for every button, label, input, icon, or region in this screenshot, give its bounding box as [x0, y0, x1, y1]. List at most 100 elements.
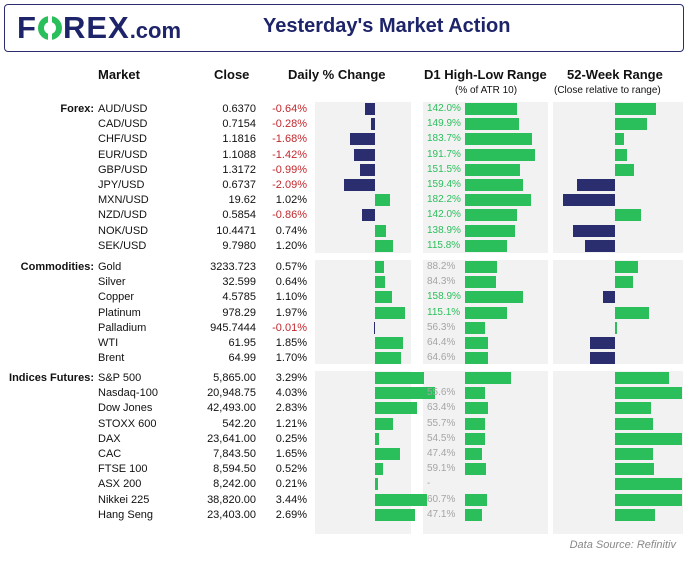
daily-change-bar	[343, 179, 375, 191]
daily-change-value: -1.68%	[272, 133, 307, 146]
logo-coin-icon	[37, 12, 62, 43]
daily-change-value: 1.85%	[275, 337, 307, 349]
daily-change-value: 0.74%	[275, 224, 307, 237]
market-name: Brent	[98, 352, 125, 365]
d1-range-value: 183.7%	[427, 133, 461, 145]
daily-change-bar	[375, 448, 400, 460]
market-name: Gold	[98, 261, 122, 273]
close-value: 945.7444	[210, 321, 256, 334]
daily-change-value: -0.86%	[272, 209, 307, 222]
daily-change-bar	[375, 261, 384, 273]
d1-range-bar	[465, 148, 535, 161]
market-name: STOXX 600	[98, 417, 157, 430]
daily-change-value: 2.83%	[275, 402, 307, 415]
daily-change-value: -0.64%	[272, 103, 307, 115]
daily-change-bar	[375, 508, 416, 521]
d1-range-bar	[465, 417, 486, 430]
daily-change-bar	[375, 478, 379, 491]
daily-change-value: 1.10%	[275, 291, 307, 304]
daily-change-value: 0.64%	[275, 276, 307, 289]
d1-range-value: 63.4%	[427, 402, 456, 414]
week52-range-bar	[615, 463, 655, 476]
close-value: 10.4471	[216, 224, 256, 237]
close-value: 42,493.00	[207, 402, 256, 415]
daily-change-bar	[375, 493, 427, 506]
market-name: CHF/USD	[98, 133, 147, 146]
daily-change-bar	[360, 163, 375, 176]
market-name: AUD/USD	[98, 103, 148, 115]
daily-change-value: 4.03%	[275, 387, 307, 400]
week52-range-bar	[615, 493, 683, 506]
d1-range-value: 142.0%	[427, 209, 461, 221]
market-name: ASX 200	[98, 478, 142, 491]
daily-change-bar	[349, 133, 375, 146]
market-name: EUR/USD	[98, 148, 148, 161]
close-value: 32.599	[222, 276, 256, 289]
d1-range-value: 115.1%	[427, 306, 461, 318]
daily-change-value: -1.42%	[272, 148, 307, 161]
d1-range-value: 138.9%	[427, 224, 461, 236]
d1-range-value: 64.4%	[427, 337, 456, 348]
d1-range-bar	[465, 291, 523, 304]
daily-change-value: 1.21%	[275, 417, 307, 430]
market-name: Nasdaq-100	[98, 387, 158, 400]
daily-change-value: 0.21%	[275, 478, 307, 491]
daily-change-bar	[375, 276, 385, 289]
daily-change-value: -2.09%	[272, 179, 307, 191]
d1-range-value: 55.6%	[427, 387, 456, 399]
d1-range-value: 84.3%	[427, 276, 456, 288]
daily-change-bar	[375, 372, 425, 384]
close-value: 978.29	[222, 306, 256, 319]
close-value: 20,948.75	[207, 387, 256, 400]
market-name: NZD/USD	[98, 209, 147, 222]
daily-change-value: 3.29%	[275, 372, 307, 384]
market-name: Nikkei 225	[98, 493, 150, 506]
daily-change-value: 3.44%	[275, 493, 307, 506]
week52-range-bar	[615, 321, 617, 334]
d1-range-bar	[465, 508, 483, 521]
d1-range-panel	[423, 371, 548, 534]
week52-range-bar	[590, 337, 615, 349]
close-value: 8,594.50	[213, 463, 256, 476]
daily-change-bar	[375, 463, 383, 476]
week52-range-bar	[615, 118, 647, 131]
week52-range-bar	[615, 387, 683, 400]
week52-range-bar	[615, 261, 639, 273]
d1-range-value: 47.1%	[427, 508, 456, 520]
market-name: JPY/USD	[98, 179, 145, 191]
d1-range-value: 54.5%	[427, 432, 456, 444]
d1-range-bar	[465, 179, 523, 191]
close-value: 23,403.00	[207, 508, 256, 521]
d1-range-bar	[465, 352, 489, 365]
daily-change-panel	[315, 102, 411, 253]
d1-range-value: -	[427, 478, 431, 490]
d1-range-bar	[465, 448, 483, 460]
market-name: Palladium	[98, 321, 147, 334]
week52-range-bar	[615, 508, 656, 521]
close-value: 19.62	[228, 194, 256, 207]
d1-range-value: 59.1%	[427, 463, 456, 475]
close-value: 61.95	[228, 337, 256, 349]
week52-range-bar	[615, 402, 652, 415]
market-name: CAC	[98, 448, 122, 460]
week52-range-bar	[590, 352, 615, 365]
daily-change-bar	[353, 148, 375, 161]
week52-range-bar	[585, 239, 615, 252]
daily-change-bar	[375, 306, 405, 319]
week52-range-bar	[615, 432, 683, 445]
week52-range-bar	[615, 103, 656, 115]
col-header-market: Market	[98, 67, 140, 82]
close-value: 0.6737	[222, 179, 256, 191]
market-name: Platinum	[98, 306, 141, 319]
daily-change-bar	[375, 352, 401, 365]
week52-range-bar	[615, 133, 624, 146]
close-value: 1.1088	[222, 148, 256, 161]
close-value: 0.7154	[222, 118, 256, 131]
data-source: Data Source: Refinitiv	[569, 539, 676, 551]
daily-change-value: 1.02%	[275, 194, 307, 207]
daily-change-bar	[370, 118, 375, 131]
d1-range-bar	[465, 337, 489, 349]
market-name: Copper	[98, 291, 135, 304]
close-value: 542.20	[222, 417, 256, 430]
close-value: 0.5854	[222, 209, 256, 222]
